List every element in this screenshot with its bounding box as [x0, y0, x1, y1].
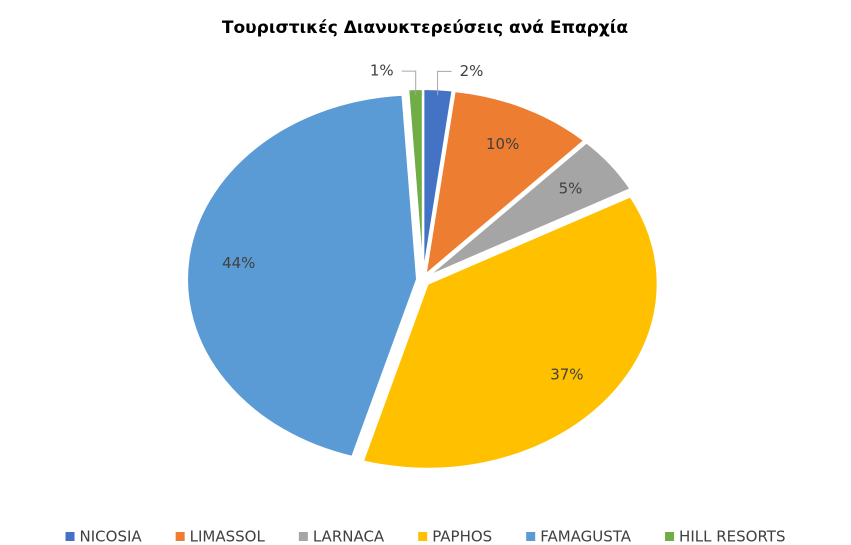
chart-title: Τουριστικές Διανυκτερεύσεις ανά Επαρχία: [222, 18, 628, 38]
legend-swatch: [526, 532, 536, 541]
data-label: 37%: [550, 365, 583, 383]
pie-slice: [427, 141, 633, 278]
data-label: 1%: [370, 62, 394, 80]
data-label: 2%: [460, 62, 484, 80]
legend-label: HILL RESORTS: [679, 528, 785, 545]
pie-slice: [186, 93, 419, 459]
data-label: 44%: [222, 254, 255, 272]
legend-swatch: [665, 532, 675, 541]
legend-label: NICOSIA: [80, 528, 143, 545]
legend-swatch: [418, 532, 428, 541]
data-label: 10%: [486, 135, 519, 153]
legend-swatch: [175, 532, 185, 541]
leader-line: [401, 70, 417, 96]
legend-label: FAMAGUSTA: [540, 528, 632, 545]
leader-line: [437, 70, 452, 96]
legend-label: LIMASSOL: [190, 528, 266, 545]
data-label: 5%: [559, 179, 583, 197]
legend-swatch: [65, 532, 75, 541]
pie-slice: [424, 89, 586, 278]
pie-slice: [361, 195, 659, 470]
legend-label: PAPHOS: [432, 528, 492, 545]
legend-swatch: [298, 532, 308, 541]
legend-label: LARNACA: [313, 528, 385, 545]
